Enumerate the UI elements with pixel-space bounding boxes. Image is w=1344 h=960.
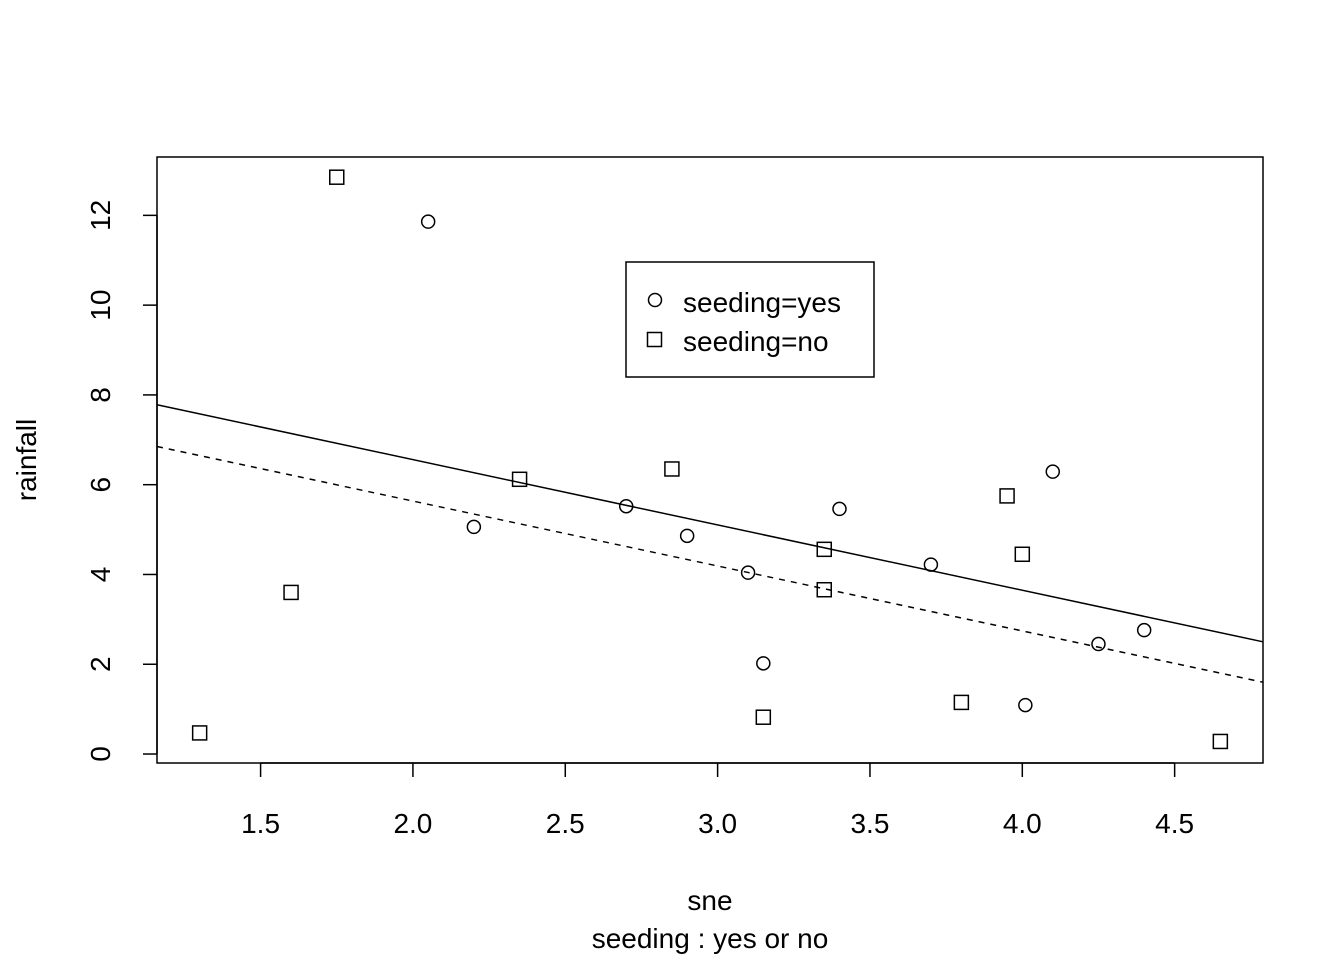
- point-seeding-yes: [420, 214, 436, 229]
- plot-frame: [156, 156, 1264, 764]
- point-seeding-yes: [740, 565, 756, 580]
- y-axis-title: rainfall: [11, 419, 42, 501]
- y-tick-label: 10: [85, 290, 116, 321]
- point-seeding-no: [511, 471, 528, 488]
- x-tick-label: 2.0: [393, 808, 432, 839]
- legend-label-yes: seeding=yes: [683, 287, 841, 318]
- point-seeding-yes: [1136, 622, 1152, 638]
- legend-label-no: seeding=no: [683, 326, 829, 357]
- point-seeding-no: [999, 488, 1015, 504]
- x-tick-label: 4.0: [1003, 808, 1042, 839]
- y-tick-label: 12: [85, 200, 116, 231]
- fit-line-yes: [156, 404, 1264, 643]
- point-seeding-yes: [1091, 636, 1106, 652]
- point-seeding-no: [664, 461, 680, 477]
- point-seeding-yes: [756, 656, 771, 671]
- x-tick-label: 3.5: [850, 808, 889, 839]
- y-tick-label: 0: [85, 746, 116, 762]
- point-seeding-no: [953, 694, 970, 711]
- x-tick-label: 2.5: [546, 808, 585, 839]
- y-tick-label: 6: [85, 477, 116, 493]
- point-seeding-no: [191, 725, 208, 741]
- fit-lines: [156, 404, 1264, 683]
- y-tick-label: 4: [85, 567, 116, 583]
- point-seeding-no: [283, 584, 299, 601]
- point-seeding-yes: [618, 498, 634, 514]
- point-seeding-no: [329, 169, 345, 185]
- point-seeding-yes: [679, 528, 695, 544]
- y-axis: 0 2 4 6 8 10 12: [85, 200, 158, 762]
- x-tick-label: 3.0: [698, 808, 737, 839]
- fit-line-no: [156, 445, 1264, 683]
- legend-circle-marker: [647, 292, 663, 308]
- point-seeding-yes: [1018, 697, 1033, 713]
- point-seeding-yes: [832, 501, 847, 517]
- point-seeding-no: [816, 541, 833, 558]
- legend: seeding=yes seeding=no: [625, 261, 875, 378]
- point-seeding-yes: [1045, 464, 1061, 479]
- x-axis-title: sne: [687, 885, 732, 916]
- x-tick-label: 1.5: [241, 808, 280, 839]
- point-seeding-no: [1014, 546, 1031, 563]
- y-tick-label: 8: [85, 387, 116, 403]
- point-seeding-no: [1212, 733, 1229, 750]
- legend-square-marker: [646, 331, 663, 348]
- point-seeding-yes: [466, 519, 482, 535]
- legend-box: [625, 261, 875, 378]
- point-seeding-no: [816, 581, 833, 598]
- x-axis-subtitle: seeding : yes or no: [592, 923, 829, 954]
- point-seeding-yes: [923, 557, 939, 572]
- y-tick-label: 2: [85, 656, 116, 672]
- x-tick-label: 4.5: [1155, 808, 1194, 839]
- point-seeding-no: [755, 709, 772, 725]
- x-axis: 1.5 2.0 2.5 3.0 3.5 4.0 4.5: [241, 762, 1194, 839]
- data-points: [191, 169, 1229, 750]
